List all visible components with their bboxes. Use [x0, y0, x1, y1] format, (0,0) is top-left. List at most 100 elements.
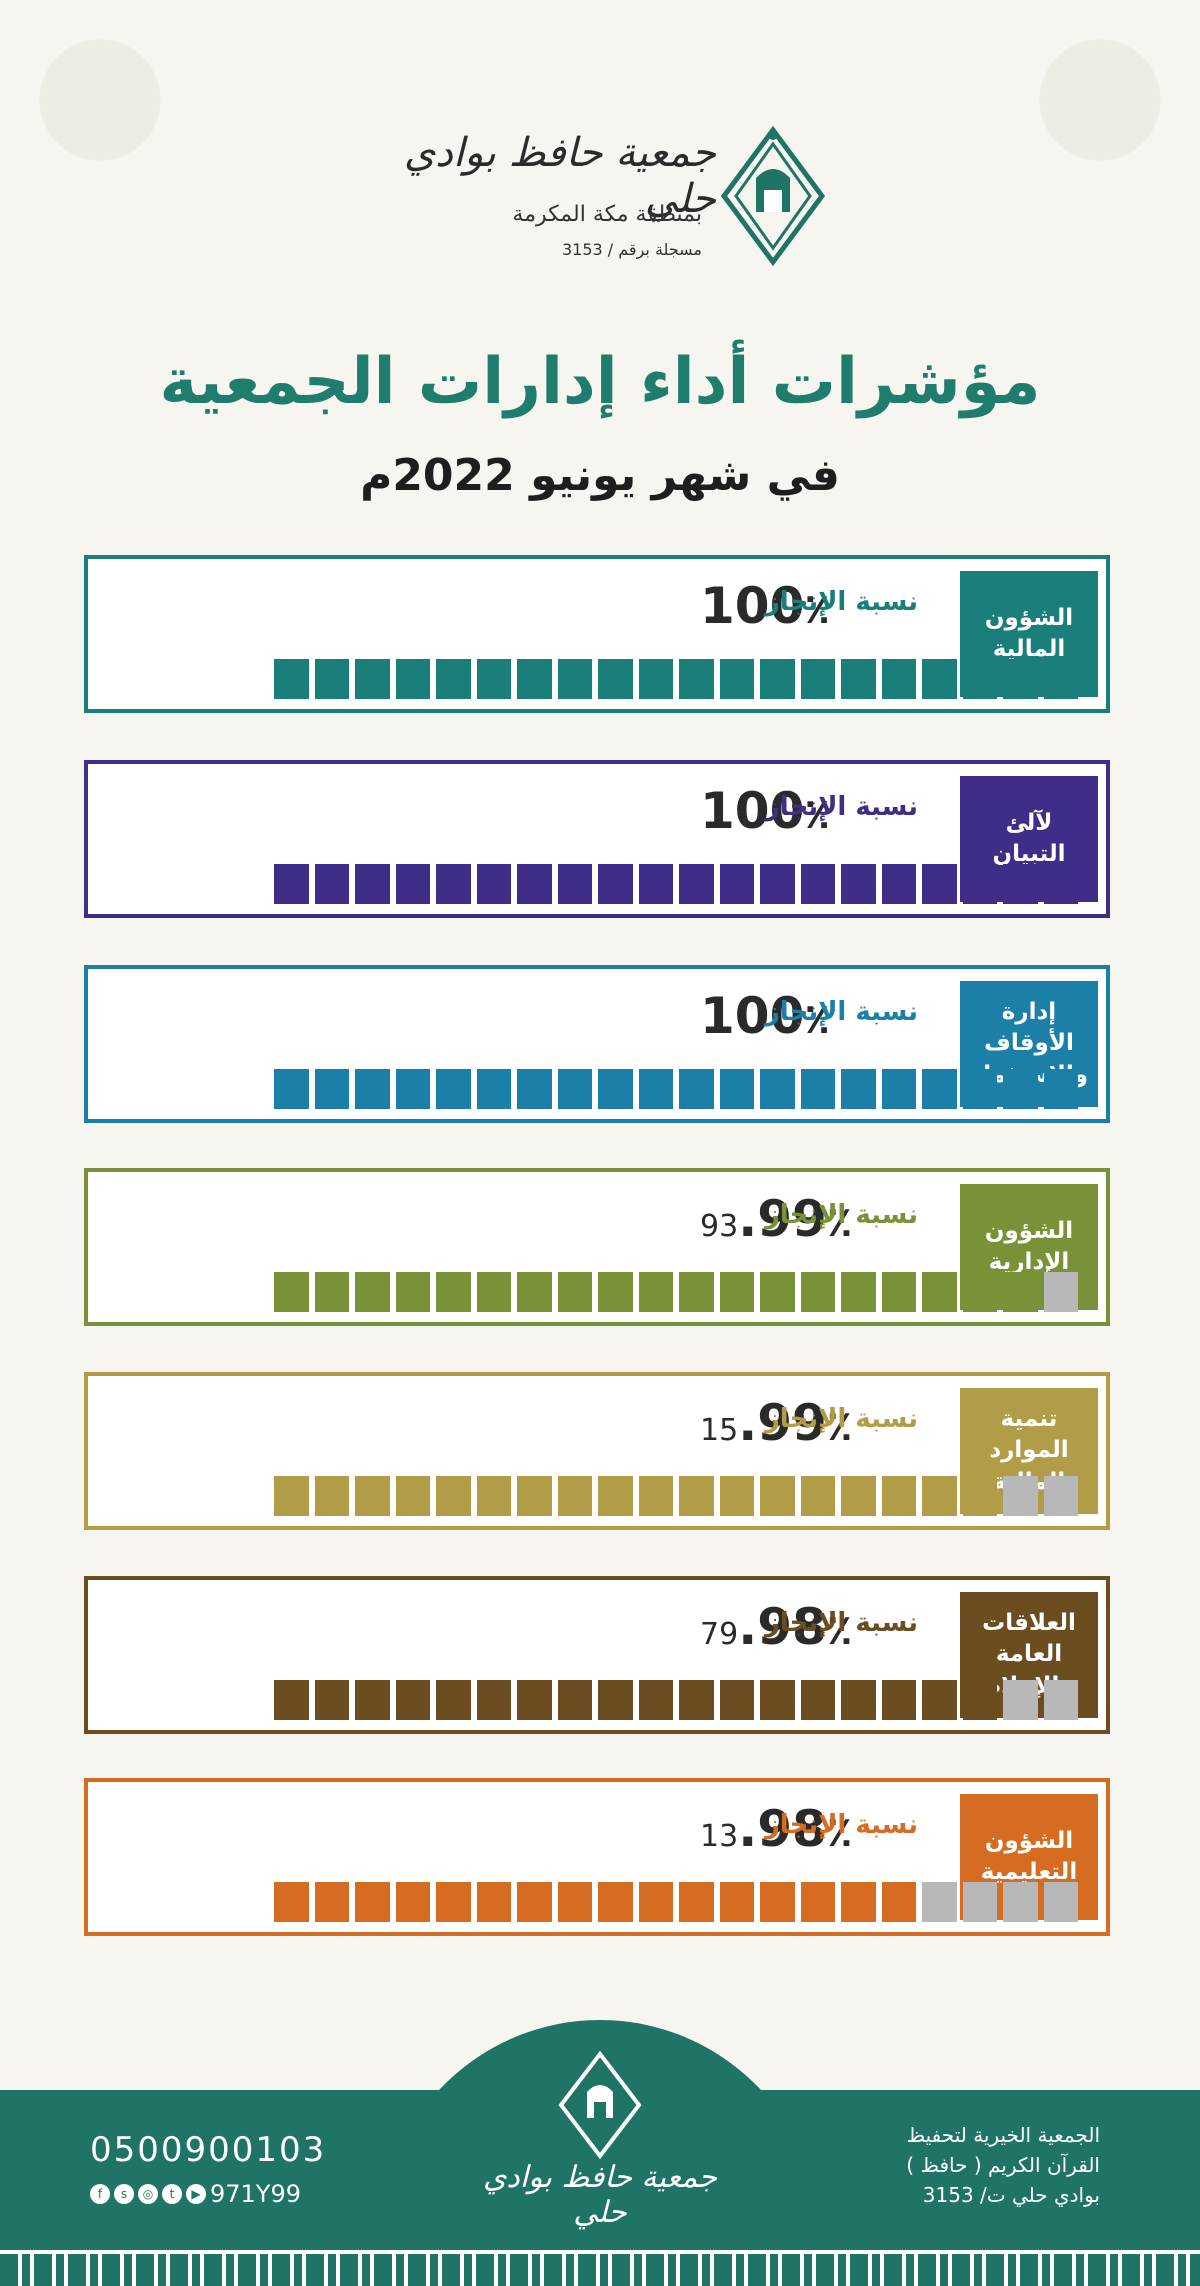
percent-integer: 100	[700, 577, 805, 635]
percent-integer: 98	[757, 1598, 827, 1656]
progress-segment	[476, 864, 511, 904]
progress-segment	[557, 1069, 592, 1109]
progress-segment	[679, 1069, 714, 1109]
progress-bar	[274, 1882, 1078, 1922]
progress-segment	[800, 1476, 835, 1516]
progress-segment	[841, 659, 876, 699]
progress-segment	[679, 1476, 714, 1516]
progress-segment	[355, 1882, 390, 1922]
page-title: مؤشرات أداء إدارات الجمعية	[159, 345, 1041, 419]
decorative-border	[0, 2250, 1200, 2286]
achievement-percent: 15.99٪	[700, 1394, 853, 1452]
progress-segment	[719, 1882, 754, 1922]
progress-segment	[355, 864, 390, 904]
progress-segment	[274, 659, 309, 699]
percent-integer: 99	[757, 1190, 827, 1248]
progress-segment	[760, 1680, 795, 1720]
progress-segment	[800, 1680, 835, 1720]
progress-segment	[395, 864, 430, 904]
progress-segment	[476, 1680, 511, 1720]
progress-segment	[517, 1476, 552, 1516]
progress-segment	[476, 1476, 511, 1516]
progress-segment	[355, 1069, 390, 1109]
twitter-icon[interactable]: t	[162, 2184, 182, 2204]
progress-segment	[760, 1476, 795, 1516]
progress-segment	[719, 864, 754, 904]
progress-segment	[557, 1680, 592, 1720]
progress-segment	[476, 659, 511, 699]
progress-segment	[436, 864, 471, 904]
youtube-icon[interactable]: ▶	[186, 2184, 206, 2204]
progress-segment	[638, 1476, 673, 1516]
progress-bar	[274, 1069, 1078, 1109]
snapchat-icon[interactable]: s	[114, 2184, 134, 2204]
progress-segment	[274, 864, 309, 904]
progress-bar	[274, 1272, 1078, 1312]
progress-bar	[274, 864, 1078, 904]
progress-segment	[1043, 1882, 1078, 1922]
progress-segment	[598, 1680, 633, 1720]
percent-integer: 100	[700, 782, 805, 840]
progress-segment	[314, 1069, 349, 1109]
progress-segment	[598, 1272, 633, 1312]
progress-segment	[314, 1882, 349, 1922]
progress-segment	[395, 1680, 430, 1720]
achievement-label: نسبة الإنجاز	[764, 1404, 918, 1434]
progress-segment	[314, 1476, 349, 1516]
progress-segment	[476, 1272, 511, 1312]
percent-fraction: 15	[700, 1413, 739, 1448]
progress-segment	[841, 1882, 876, 1922]
progress-segment	[1043, 864, 1078, 904]
progress-segment	[760, 1272, 795, 1312]
progress-segment	[274, 1272, 309, 1312]
percent-integer: 99	[757, 1394, 827, 1452]
progress-segment	[598, 1069, 633, 1109]
progress-segment	[598, 864, 633, 904]
footer-description: الجمعية الخيرية لتحفيظ القرآن الكريم ( ح…	[780, 2120, 1100, 2210]
progress-segment	[395, 1069, 430, 1109]
progress-segment	[800, 1882, 835, 1922]
achievement-percent: 13.98٪	[700, 1800, 853, 1858]
footer-line-2: القرآن الكريم ( حافظ )	[906, 2153, 1100, 2177]
progress-segment	[760, 659, 795, 699]
indicator-card: الشؤون الإدارية 93.99٪ نسبة الإنجاز	[84, 1168, 1110, 1326]
progress-segment	[395, 1272, 430, 1312]
progress-segment	[314, 659, 349, 699]
progress-segment	[436, 1069, 471, 1109]
progress-segment	[841, 1272, 876, 1312]
achievement-label: نسبة الإنجاز	[764, 1608, 918, 1638]
progress-segment	[719, 1272, 754, 1312]
progress-segment	[1003, 1069, 1038, 1109]
progress-segment	[1043, 1069, 1078, 1109]
progress-segment	[962, 1882, 997, 1922]
footer-phone[interactable]: 0500900103	[90, 2130, 327, 2170]
progress-segment	[436, 1272, 471, 1312]
progress-segment	[476, 1069, 511, 1109]
progress-segment	[557, 864, 592, 904]
progress-segment	[638, 1680, 673, 1720]
progress-segment	[638, 864, 673, 904]
progress-segment	[922, 1069, 957, 1109]
achievement-label: نسبة الإنجاز	[764, 1200, 918, 1230]
progress-segment	[1003, 864, 1038, 904]
progress-segment	[274, 1069, 309, 1109]
indicator-card: لآلئ التبيان 100٪ نسبة الإنجاز	[84, 760, 1110, 918]
progress-segment	[274, 1882, 309, 1922]
progress-segment	[1003, 1476, 1038, 1516]
progress-segment	[800, 864, 835, 904]
progress-segment	[1003, 659, 1038, 699]
progress-segment	[800, 659, 835, 699]
achievement-percent: 100٪	[700, 987, 831, 1045]
footer-line-3: بوادي حلي ت/ 3153	[922, 2183, 1100, 2207]
percent-fraction: 79	[700, 1617, 739, 1652]
progress-segment	[1043, 659, 1078, 699]
progress-segment	[881, 1476, 916, 1516]
progress-segment	[598, 1476, 633, 1516]
instagram-icon[interactable]: ◎	[138, 2184, 158, 2204]
progress-segment	[841, 1476, 876, 1516]
progress-segment	[800, 1069, 835, 1109]
progress-segment	[922, 1272, 957, 1312]
progress-segment	[962, 659, 997, 699]
facebook-icon[interactable]: f	[90, 2184, 110, 2204]
